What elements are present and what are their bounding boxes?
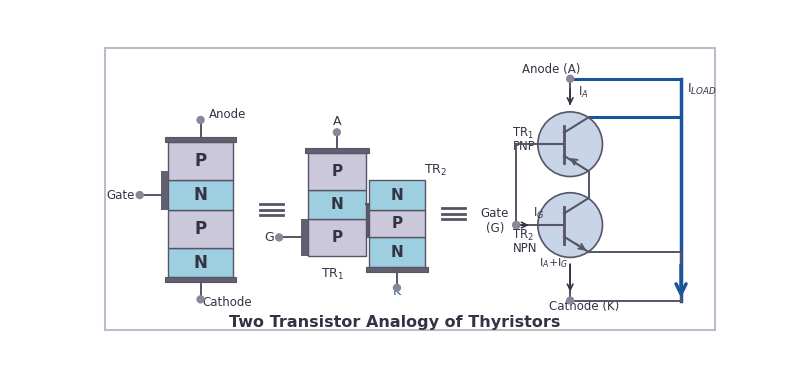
Text: Anode: Anode [209, 108, 246, 122]
Text: (G): (G) [486, 222, 504, 235]
Text: NPN: NPN [513, 242, 537, 255]
Text: TR$_1$: TR$_1$ [322, 266, 345, 282]
Circle shape [566, 75, 574, 82]
FancyBboxPatch shape [307, 153, 366, 190]
Text: P: P [391, 216, 402, 231]
Text: Gate: Gate [481, 207, 509, 220]
FancyBboxPatch shape [168, 180, 233, 210]
FancyBboxPatch shape [168, 210, 233, 248]
Circle shape [538, 193, 602, 257]
Text: N: N [390, 245, 403, 260]
Text: G: G [264, 231, 274, 244]
FancyBboxPatch shape [369, 211, 425, 237]
Text: N: N [194, 254, 207, 272]
FancyBboxPatch shape [162, 171, 168, 210]
Circle shape [566, 297, 574, 304]
Text: I$_{LOAD}$: I$_{LOAD}$ [687, 82, 717, 97]
Text: N: N [390, 187, 403, 203]
Text: Gate: Gate [106, 188, 134, 202]
Circle shape [513, 221, 520, 229]
Text: P: P [194, 220, 206, 238]
Text: Two Transistor Analogy of Thyristors: Two Transistor Analogy of Thyristors [229, 315, 560, 329]
FancyBboxPatch shape [165, 137, 236, 142]
Circle shape [197, 296, 204, 303]
Circle shape [394, 284, 400, 291]
FancyBboxPatch shape [307, 219, 366, 256]
Text: Cathode: Cathode [202, 295, 252, 309]
Text: N: N [194, 186, 207, 204]
Circle shape [276, 234, 282, 241]
Text: N: N [330, 197, 343, 212]
FancyBboxPatch shape [105, 48, 715, 330]
Text: TR$_2$: TR$_2$ [424, 162, 447, 178]
Text: I$_A$+I$_G$: I$_A$+I$_G$ [538, 257, 568, 270]
Text: Cathode (K): Cathode (K) [549, 300, 619, 313]
Text: I$_A$: I$_A$ [578, 85, 589, 100]
Text: P: P [331, 164, 342, 179]
Circle shape [197, 116, 204, 123]
Circle shape [538, 112, 602, 177]
FancyBboxPatch shape [168, 142, 233, 180]
Text: TR$_2$: TR$_2$ [513, 228, 534, 243]
Circle shape [136, 191, 143, 199]
Text: P: P [194, 152, 206, 170]
FancyBboxPatch shape [366, 267, 428, 272]
FancyBboxPatch shape [301, 219, 307, 256]
Text: K: K [393, 285, 401, 298]
FancyBboxPatch shape [369, 237, 425, 267]
Circle shape [334, 129, 340, 136]
FancyBboxPatch shape [369, 180, 425, 211]
FancyBboxPatch shape [305, 148, 369, 153]
Text: A: A [333, 114, 341, 128]
Text: TR$_1$: TR$_1$ [513, 126, 534, 141]
FancyBboxPatch shape [165, 278, 236, 282]
FancyBboxPatch shape [307, 190, 366, 219]
Text: I$_G$: I$_G$ [534, 206, 545, 221]
FancyBboxPatch shape [168, 248, 233, 278]
Circle shape [513, 221, 520, 229]
Text: P: P [331, 230, 342, 245]
Text: PNP: PNP [513, 140, 535, 153]
Text: Anode (A): Anode (A) [522, 62, 580, 76]
